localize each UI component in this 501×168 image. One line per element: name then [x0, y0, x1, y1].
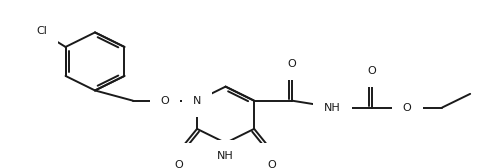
Text: NH: NH	[217, 152, 233, 161]
Text: O: O	[267, 160, 276, 168]
Text: O: O	[174, 160, 183, 168]
Text: O: O	[160, 96, 169, 106]
Text: O: O	[287, 59, 296, 69]
Text: O: O	[402, 102, 411, 113]
Text: NH: NH	[323, 102, 340, 113]
Text: O: O	[367, 66, 376, 76]
Text: N: N	[192, 96, 201, 106]
Text: Cl: Cl	[36, 26, 47, 36]
